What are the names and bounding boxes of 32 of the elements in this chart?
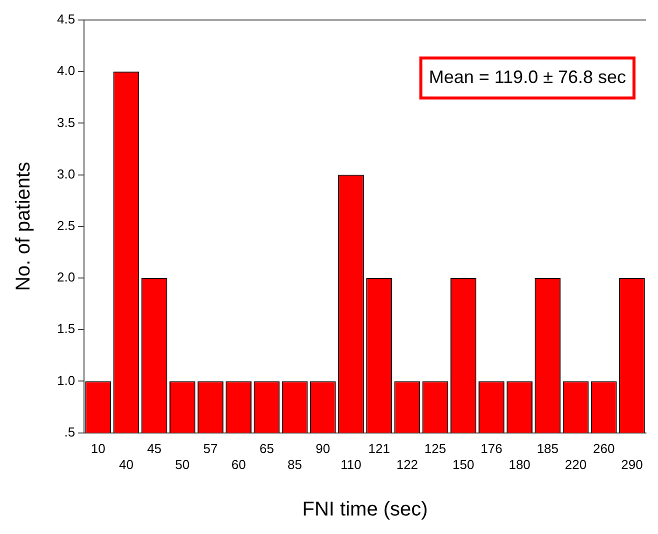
- x-tick-label: 185: [536, 441, 559, 456]
- x-tick-label: 150: [452, 456, 474, 472]
- x-tick-label: 290: [621, 456, 643, 472]
- x-axis-title: FNI time (sec): [302, 498, 428, 521]
- x-tick-label: 65: [259, 441, 274, 456]
- x-tick-label: 122: [396, 456, 418, 472]
- x-tick-label: 260: [593, 441, 615, 456]
- y-tick-label: 3.5: [56, 114, 76, 130]
- x-tick-label: 60: [231, 456, 246, 472]
- x-tick-label: 220: [564, 456, 587, 472]
- y-tick-label: 1.0: [56, 372, 76, 388]
- x-tick-label: 45: [147, 441, 162, 456]
- annotation: Mean = 119.0 ± 76.8 sec: [428, 66, 626, 87]
- x-tick-label: 57: [203, 441, 218, 456]
- y-tick-label: 2.0: [56, 270, 76, 285]
- y-tick-label: 2.5: [56, 218, 76, 233]
- x-tick-label: 85: [288, 456, 302, 472]
- y-axis-title: No. of patients: [12, 162, 35, 291]
- x-tick-label: 40: [118, 456, 134, 472]
- x-tick-label: 125: [424, 441, 446, 456]
- x-tick-label: 50: [175, 456, 190, 472]
- y-tick-label: .5: [64, 424, 76, 440]
- x-tick-label: 110: [340, 456, 362, 472]
- y-tick-label: 4.0: [56, 63, 76, 78]
- x-tick-label: 90: [316, 441, 330, 456]
- x-tick-label: 176: [480, 441, 502, 456]
- x-tick-label: 10: [90, 441, 106, 456]
- y-tick-label: 1.5: [56, 321, 76, 336]
- x-tick-label: 121: [368, 441, 390, 456]
- y-tick-label: 3.0: [56, 166, 76, 182]
- y-tick-label: 4.5: [56, 12, 76, 27]
- x-tick-label: 180: [508, 456, 530, 472]
